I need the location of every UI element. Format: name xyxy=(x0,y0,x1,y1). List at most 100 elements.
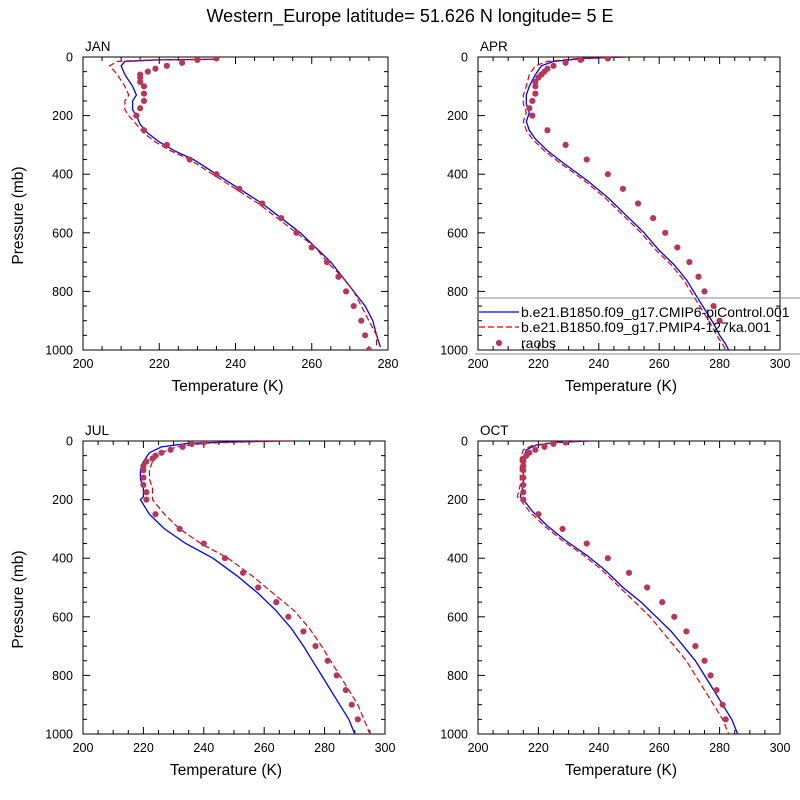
legend-label: raobs xyxy=(521,335,556,351)
raobs-point xyxy=(140,90,148,97)
raobs-point xyxy=(140,474,147,481)
raobs-point xyxy=(529,97,536,105)
raobs-point xyxy=(532,78,539,86)
x-tick-label: 240 xyxy=(588,741,609,755)
raobs-point xyxy=(535,511,542,518)
raobs-point xyxy=(532,90,539,97)
x-axis-label: Temperature (K) xyxy=(170,762,282,779)
raobs-point xyxy=(544,127,551,134)
panel-label: JAN xyxy=(85,39,111,54)
y-tick-label: 0 xyxy=(461,51,468,65)
legend: b.e21.B1850.f09_g17.CMIP6-piControl.001b… xyxy=(475,297,800,355)
raobs-point xyxy=(158,449,165,456)
panel-jan: 200 220 240 260 280 0 200 400 600 800 1000 JAN Tempe… xyxy=(10,39,398,395)
raobs-point xyxy=(188,441,195,448)
y-tick-label: 200 xyxy=(447,109,468,123)
raobs-point xyxy=(213,171,220,178)
x-tick-label: 220 xyxy=(528,741,549,755)
raobs-point xyxy=(674,244,681,251)
raobs-point xyxy=(278,215,285,222)
raobs-point xyxy=(300,628,307,635)
raobs-point xyxy=(701,288,708,295)
y-tick-label: 0 xyxy=(66,435,73,449)
raobs-point xyxy=(144,68,151,75)
raobs-point xyxy=(342,686,349,694)
x-tick-label: 220 xyxy=(528,357,549,371)
raobs-point xyxy=(149,455,156,462)
raobs-point xyxy=(713,686,720,694)
x-tick-label: 280 xyxy=(378,357,399,371)
x-tick-label: 300 xyxy=(770,357,791,371)
raobs-point xyxy=(520,462,527,470)
raobs-point xyxy=(255,584,262,591)
series-line-2 xyxy=(148,441,371,734)
series-line-2 xyxy=(522,57,727,350)
raobs-point xyxy=(293,229,300,236)
raobs-point xyxy=(701,657,708,664)
x-tick-label: 260 xyxy=(649,741,670,755)
raobs-point xyxy=(532,446,539,453)
x-tick-label: 280 xyxy=(709,741,730,755)
raobs-point xyxy=(179,443,186,450)
raobs-point xyxy=(541,443,548,450)
x-tick-label: 260 xyxy=(254,741,275,755)
raobs-point xyxy=(213,57,220,62)
y-tick-label: 1000 xyxy=(45,344,73,358)
x-tick-label: 220 xyxy=(133,741,154,755)
raobs-point xyxy=(686,259,693,266)
y-tick-label: 800 xyxy=(447,285,468,299)
raobs-point xyxy=(659,599,666,606)
legend-label: b.e21.B1850.f09_g17.CMIP6-piControl.001 xyxy=(521,304,790,320)
raobs-point xyxy=(176,525,183,533)
y-tick-label: 600 xyxy=(52,226,73,240)
raobs-point xyxy=(559,525,566,533)
x-tick-label: 280 xyxy=(314,741,335,755)
y-axis-label: Pressure (mb) xyxy=(10,166,27,264)
raobs-point xyxy=(529,112,536,119)
y-tick-label: 1000 xyxy=(440,728,468,742)
raobs-point xyxy=(619,185,627,192)
raobs-point xyxy=(692,643,699,650)
raobs-point xyxy=(634,200,642,207)
raobs-point xyxy=(526,105,533,112)
x-axis-label: Temperature (K) xyxy=(172,378,284,395)
y-tick-label: 600 xyxy=(447,226,468,240)
raobs-point xyxy=(644,584,651,591)
raobs-point xyxy=(143,489,150,496)
y-tick-label: 0 xyxy=(461,435,468,449)
y-tick-label: 800 xyxy=(52,285,73,299)
x-tick-label: 200 xyxy=(468,741,489,755)
raobs-point xyxy=(604,555,611,562)
raobs-point xyxy=(520,458,527,465)
raobs-point xyxy=(308,244,315,251)
raobs-point xyxy=(239,569,247,576)
x-axis-label: Temperature (K) xyxy=(565,762,677,779)
raobs-point xyxy=(520,467,527,474)
raobs-point xyxy=(550,441,557,448)
raobs-point xyxy=(625,569,633,576)
figure-title: Western_Europe latitude= 51.626 N longit… xyxy=(207,6,614,27)
raobs-point xyxy=(143,496,150,503)
raobs-point xyxy=(194,57,201,64)
raobs-point xyxy=(335,273,342,280)
raobs-point xyxy=(333,672,340,679)
panel-apr: 200 220 240 260 280 300 0 200 400 600 800 1000 APR Te… xyxy=(440,39,790,395)
raobs-point xyxy=(200,441,207,446)
raobs-point xyxy=(348,701,355,708)
raobs-point xyxy=(562,141,569,148)
panel-oct: 200 220 240 260 280 300 0 200 400 600 800 1000 OCT Te… xyxy=(440,423,790,779)
raobs-point xyxy=(354,716,361,723)
legend-label: b.e21.B1850.f09_g17.PMIP4-127ka.001 xyxy=(521,319,771,335)
series-line-1 xyxy=(525,57,730,350)
raobs-point xyxy=(163,62,170,69)
raobs-point xyxy=(695,273,702,280)
x-tick-label: 200 xyxy=(468,357,489,371)
raobs-point xyxy=(259,200,266,207)
x-tick-label: 200 xyxy=(73,741,94,755)
raobs-point xyxy=(137,74,144,81)
raobs-point xyxy=(137,105,144,112)
y-tick-label: 200 xyxy=(447,493,468,507)
raobs-point xyxy=(520,496,527,503)
raobs-point xyxy=(236,185,243,192)
raobs-point xyxy=(312,643,319,650)
